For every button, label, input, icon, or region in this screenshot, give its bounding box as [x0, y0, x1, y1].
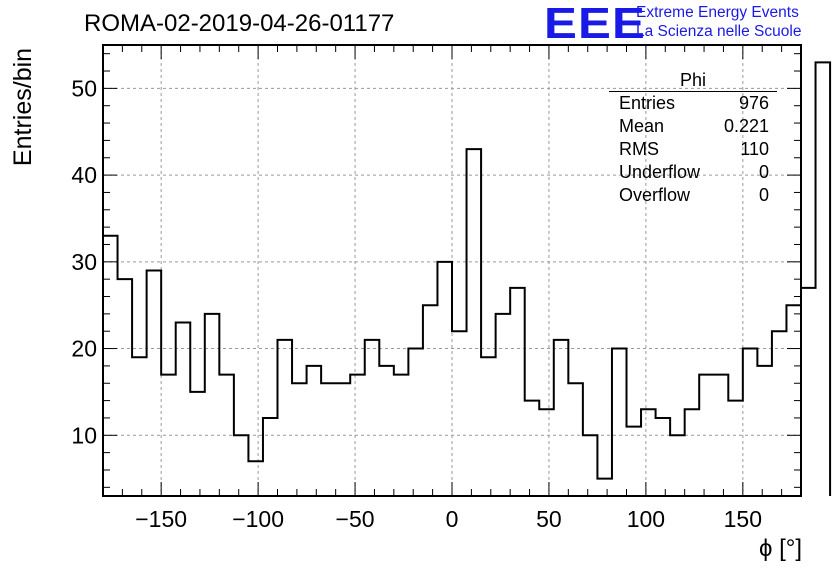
- x-axis-label: ϕ [°]: [758, 535, 802, 562]
- stats-label: RMS: [619, 139, 659, 159]
- histogram-line: [102, 61, 832, 496]
- logo-caption-line2: La Scienza nelle Scuole: [636, 23, 802, 40]
- stats-label: Entries: [619, 93, 676, 113]
- y-tick-label: 50: [71, 75, 97, 101]
- chart-title: ROMA-02-2019-04-26-01177: [84, 10, 395, 37]
- stats-label: Mean: [619, 116, 665, 136]
- y-tick-label: 30: [71, 249, 97, 275]
- stats-value: 0: [758, 162, 769, 182]
- stats-box: Phi Entries 976 Mean 0.221 RMS 110 Underflo…: [609, 70, 777, 207]
- y-axis-label: Entries/bin: [9, 47, 37, 167]
- stats-row: Entries 976: [609, 92, 777, 115]
- stats-label: Overflow: [619, 185, 691, 205]
- stats-value: 0.221: [723, 116, 769, 136]
- stats-row: RMS 110: [609, 138, 777, 161]
- stats-value: 110: [740, 139, 769, 159]
- x-tick-label: 0: [446, 506, 459, 532]
- x-tick-label: 100: [627, 506, 665, 532]
- eee-logo: EEE: [544, 0, 646, 48]
- stats-label: Underflow: [619, 162, 701, 182]
- stats-title: Phi: [609, 70, 777, 92]
- x-tick-label: 150: [724, 506, 762, 532]
- stats-row: Mean 0.221: [609, 115, 777, 138]
- x-tick-label: −50: [336, 506, 375, 532]
- x-tick-label: −100: [232, 506, 284, 532]
- x-tick-label: −150: [135, 506, 187, 532]
- y-tick-label: 10: [71, 422, 97, 448]
- y-tick-label: 40: [71, 162, 97, 188]
- logo-caption: Extreme Energy Events La Scienza nelle S…: [636, 3, 801, 41]
- stats-row: Underflow 0: [609, 161, 777, 184]
- stats-value: 976: [738, 93, 769, 113]
- stats-row: Overflow 0: [609, 184, 777, 207]
- logo-caption-line1: Extreme Energy Events: [636, 4, 799, 21]
- x-tick-label: 50: [536, 506, 562, 532]
- stats-value: 0: [758, 185, 769, 205]
- y-tick-label: 20: [71, 336, 97, 362]
